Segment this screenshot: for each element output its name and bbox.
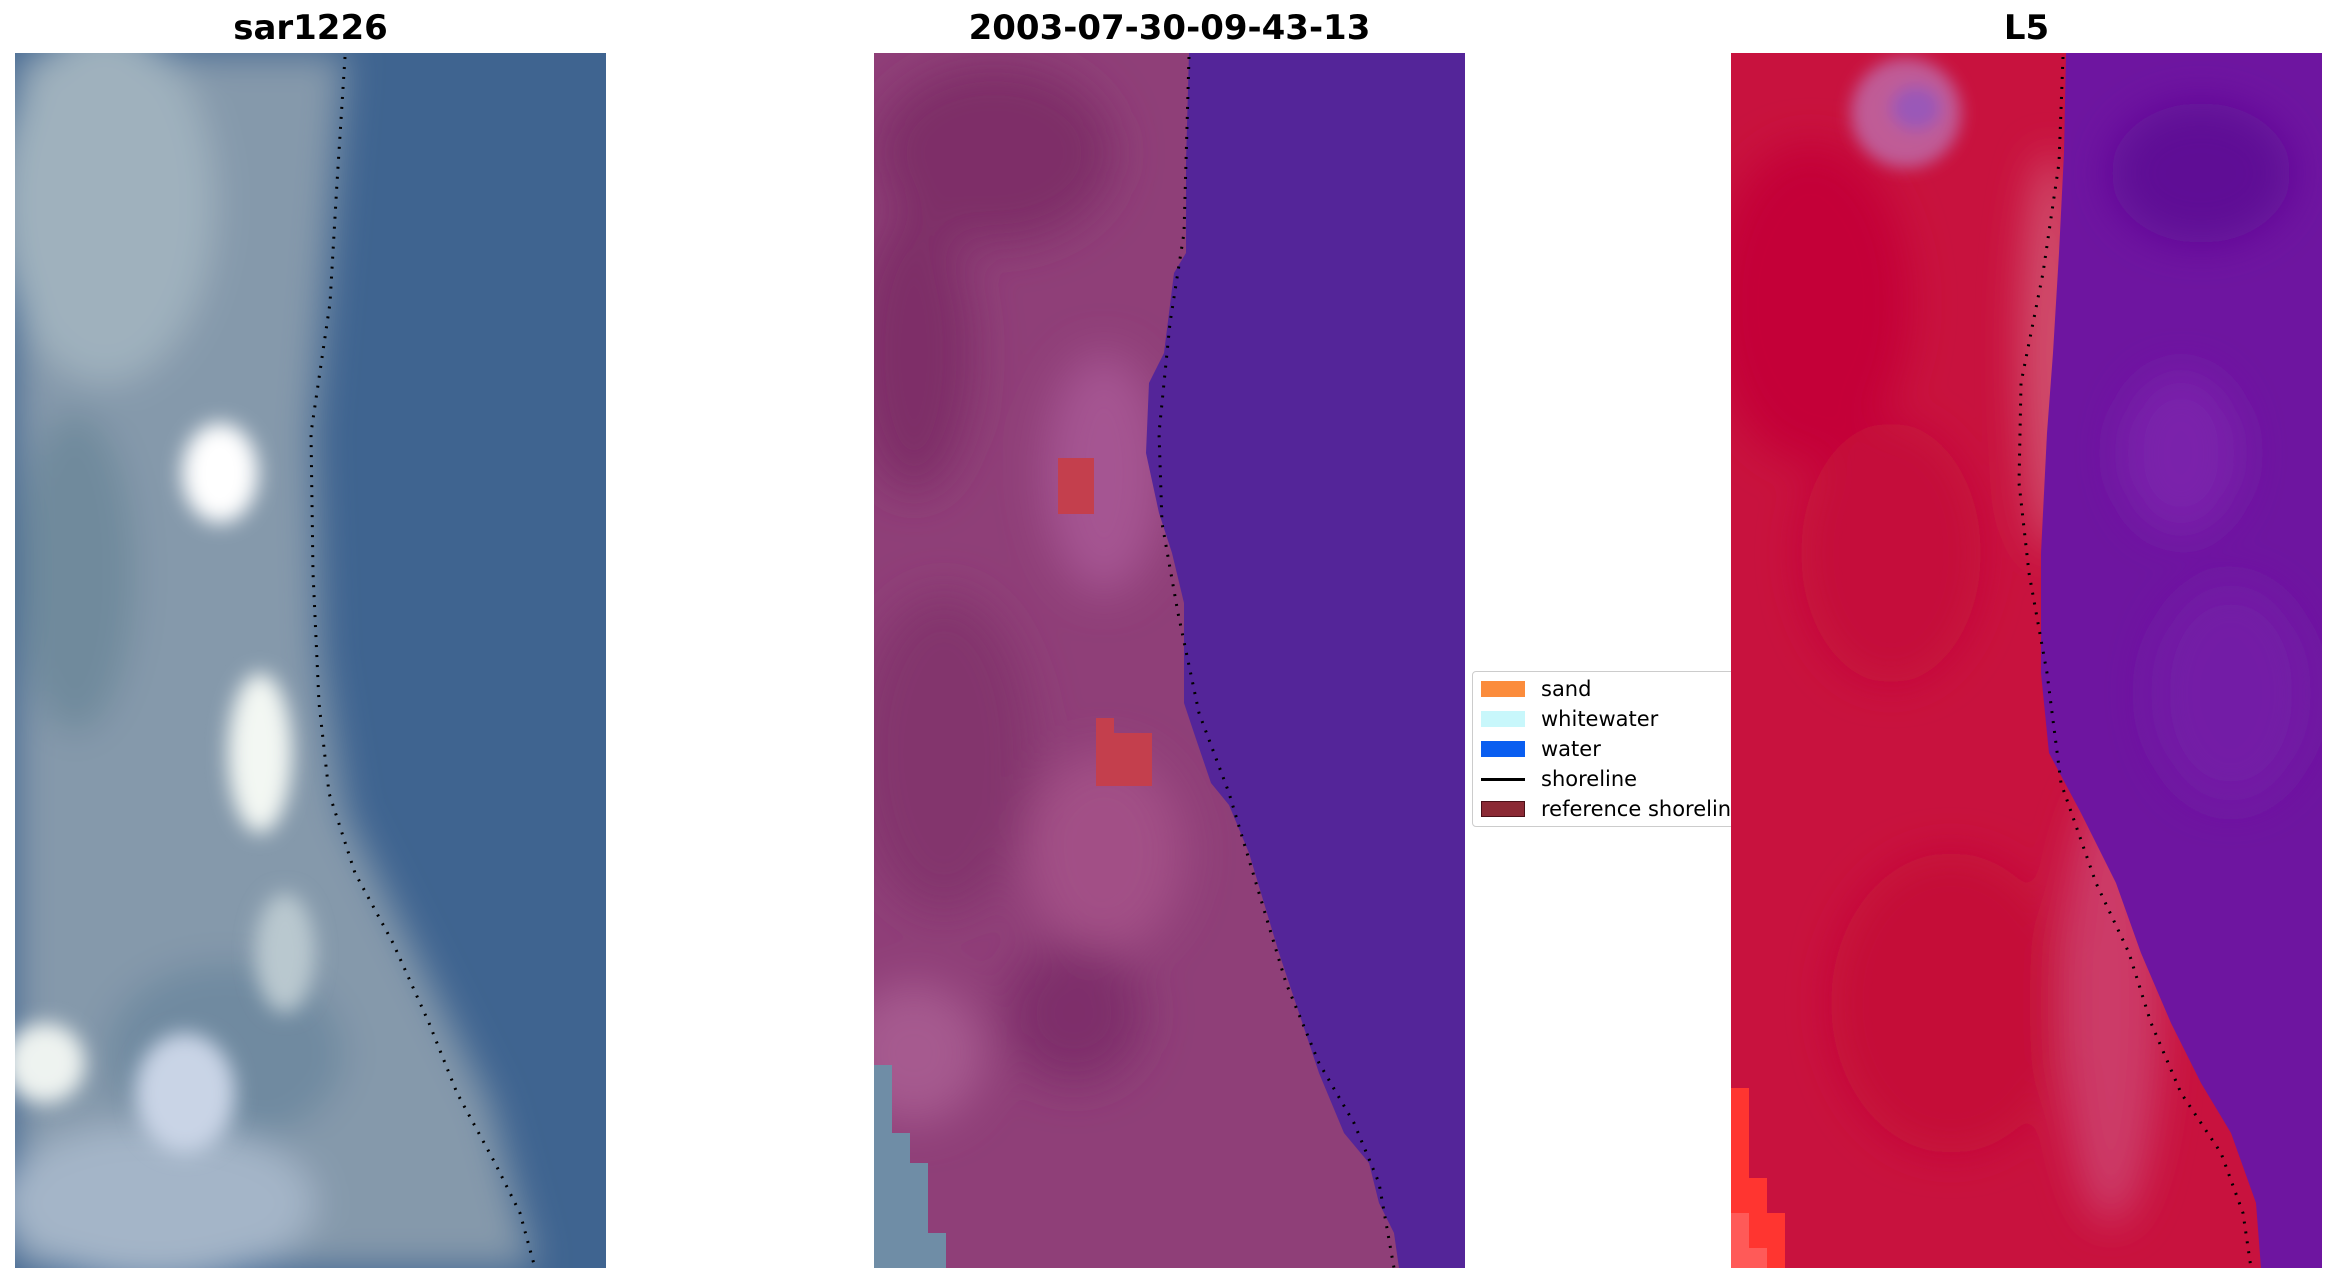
legend-swatch-reference-shoreline: [1481, 801, 1525, 817]
nir-image: [1731, 53, 2322, 1268]
rgb-image-panel: [15, 53, 606, 1268]
classified-image-panel: [874, 53, 1465, 1268]
panel-title-classified: 2003-07-30-09-43-13: [968, 8, 1371, 48]
legend-swatch-whitewater: [1481, 711, 1525, 727]
legend-label: water: [1541, 737, 1601, 761]
legend: sand whitewater water shoreline referenc…: [1472, 671, 1772, 827]
legend-item-shoreline: shoreline: [1481, 766, 1637, 792]
sand-patch: [1058, 458, 1094, 514]
sand-patch: [1096, 718, 1152, 786]
legend-item-reference-shoreline: reference shoreline: [1481, 796, 1744, 822]
rgb-image: [15, 53, 606, 1268]
panel-title-rgb: sar1226: [233, 8, 388, 48]
legend-line-shoreline: [1481, 777, 1525, 781]
nir-image-panel: [1731, 53, 2322, 1268]
legend-label: reference shoreline: [1541, 797, 1745, 821]
legend-item-sand: sand: [1481, 676, 1591, 702]
legend-label: shoreline: [1541, 767, 1638, 791]
shoreline: [309, 56, 537, 1268]
legend-label: whitewater: [1541, 707, 1659, 731]
legend-item-whitewater: whitewater: [1481, 706, 1658, 732]
class-water-area: [1146, 53, 1465, 1268]
legend-label: sand: [1541, 677, 1592, 701]
legend-swatch-sand: [1481, 681, 1525, 697]
legend-swatch-water: [1481, 741, 1525, 757]
nir-bright-patch: [1731, 1213, 1767, 1268]
whitewater-patch: [874, 1065, 946, 1268]
legend-item-water: water: [1481, 736, 1601, 762]
panel-title-nir: L5: [2003, 8, 2050, 48]
classified-image: [874, 53, 1465, 1268]
